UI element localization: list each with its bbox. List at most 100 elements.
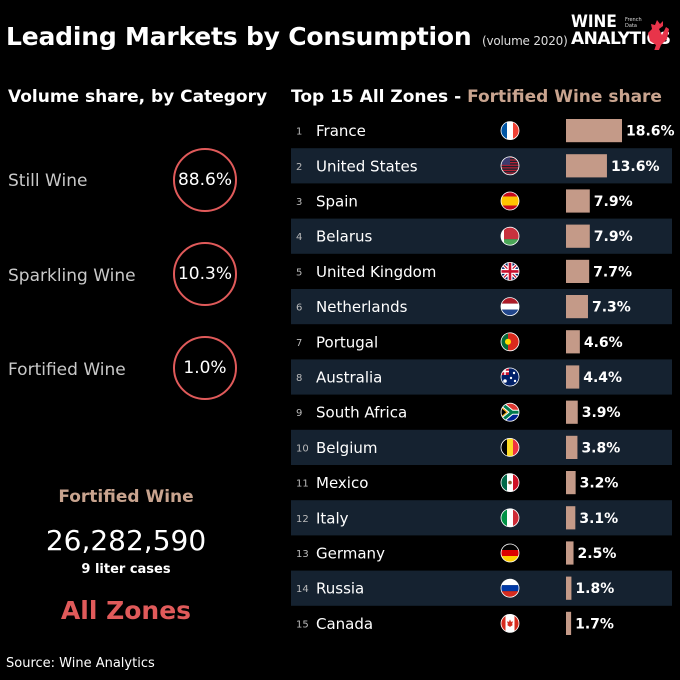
- chart-row: 7 Portugal 4.6%: [296, 330, 623, 354]
- summary-unit: 9 liter cases: [81, 562, 171, 577]
- bar: [566, 365, 580, 389]
- chart-row: 2 United States 13.6%: [291, 148, 672, 184]
- bar: [566, 330, 580, 354]
- top15-bar-chart: 1 France 18.6% 2 United States 13.6% 3 Spain 7.9…: [291, 119, 675, 635]
- bar: [566, 295, 588, 319]
- russia-flag-icon: [500, 578, 520, 598]
- share-value: 1.0%: [183, 358, 227, 378]
- value-label: 2.5%: [578, 546, 617, 562]
- value-label: 3.8%: [581, 440, 620, 456]
- value-label: 3.1%: [579, 511, 618, 527]
- chart-row: 5 United Kingdom 7.7%: [296, 259, 632, 283]
- chart-row: 6 Netherlands 7.3%: [291, 289, 672, 325]
- row-band: [291, 570, 672, 606]
- france-flag-icon: [500, 121, 520, 141]
- chart-row: 1 France 18.6%: [296, 119, 675, 143]
- rank-label: 1: [296, 127, 302, 138]
- bar: [566, 541, 574, 565]
- row-band: [291, 500, 672, 536]
- country-label: Netherlands: [316, 298, 408, 316]
- value-label: 7.9%: [594, 229, 633, 245]
- value-label: 13.6%: [611, 159, 660, 175]
- rank-label: 11: [296, 479, 309, 490]
- page-title: Leading Markets by Consumption (volume 2…: [6, 22, 568, 51]
- category-label-fortified: Fortified Wine: [8, 360, 126, 380]
- value-label: 18.6%: [626, 124, 675, 140]
- chart-row: 10 Belgium 3.8%: [291, 429, 672, 465]
- rank-label: 10: [296, 443, 309, 454]
- rooster-icon: [648, 20, 669, 50]
- row-band: [291, 218, 672, 254]
- row-band: [291, 289, 672, 325]
- rank-label: 6: [296, 303, 302, 314]
- country-label: Australia: [316, 369, 382, 387]
- summary-volume: 26,282,590: [45, 524, 207, 557]
- chart-row: 13 Germany 2.5%: [296, 541, 617, 565]
- rank-label: 9: [296, 408, 302, 419]
- belgium-flag-icon: [500, 437, 520, 457]
- mexico-flag-icon: [500, 473, 520, 493]
- value-label: 3.2%: [580, 476, 619, 492]
- country-label: South Africa: [316, 404, 407, 422]
- chart-row: 3 Spain 7.9%: [296, 189, 633, 213]
- bar: [566, 224, 590, 248]
- rank-label: 2: [296, 162, 302, 173]
- row-band: [291, 359, 672, 395]
- value-label: 7.7%: [593, 264, 632, 280]
- value-label: 7.3%: [592, 300, 631, 316]
- rank-label: 12: [296, 514, 309, 525]
- south-africa-flag-icon: [500, 402, 520, 422]
- row-band: [291, 148, 672, 184]
- rank-label: 13: [296, 549, 309, 560]
- country-label: Russia: [316, 580, 364, 598]
- bar: [566, 471, 576, 495]
- rank-label: 5: [296, 267, 302, 278]
- value-label: 4.6%: [584, 335, 623, 351]
- share-circle-fortified: 1.0%: [173, 336, 237, 400]
- chart-row: 14 Russia 1.8%: [291, 570, 672, 606]
- top15-heading-accent: Fortified Wine share: [467, 87, 662, 107]
- country-label: Canada: [316, 615, 373, 633]
- share-circle-sparkling: 10.3%: [173, 242, 237, 306]
- country-label: Italy: [316, 509, 349, 527]
- country-label: United Kingdom: [316, 263, 436, 281]
- share-value: 88.6%: [177, 170, 232, 190]
- bar: [566, 435, 578, 459]
- top15-heading-text: Top 15 All Zones -: [291, 87, 468, 107]
- category-share-heading: Volume share, by Category: [8, 87, 268, 107]
- category-label-sparkling: Sparkling Wine: [8, 266, 136, 286]
- chart-row: 8 Australia 4.4%: [291, 359, 672, 395]
- bar: [566, 154, 607, 178]
- value-label: 3.9%: [582, 405, 621, 421]
- rank-label: 3: [296, 197, 302, 208]
- bar: [566, 576, 572, 600]
- rank-label: 4: [296, 232, 302, 243]
- chart-row: 15 Canada 1.7%: [296, 611, 614, 635]
- category-label-still: Still Wine: [8, 171, 88, 191]
- bar: [566, 119, 622, 143]
- value-label: 1.8%: [575, 581, 614, 597]
- summary-zone: All Zones: [60, 596, 192, 625]
- title-text: Leading Markets by Consumption: [6, 22, 472, 51]
- share-circle-still: 88.6%: [173, 148, 237, 212]
- logo-line-2: ANALYTICS: [571, 29, 671, 49]
- rank-label: 8: [296, 373, 302, 384]
- country-label: Belarus: [316, 228, 373, 246]
- australia-flag-icon: [500, 367, 520, 387]
- source-note: Source: Wine Analytics: [6, 656, 155, 671]
- value-label: 4.4%: [583, 370, 622, 386]
- portugal-flag-icon: [500, 332, 520, 352]
- bar: [566, 259, 590, 283]
- germany-flag-icon: [500, 543, 520, 563]
- rank-label: 15: [296, 619, 309, 630]
- value-label: 7.9%: [594, 194, 633, 210]
- country-label: Belgium: [316, 439, 378, 457]
- belarus-flag-icon: [500, 226, 520, 246]
- logo-line-1: WINE: [571, 12, 617, 32]
- title-subtitle: (volume 2020): [482, 34, 568, 48]
- wine-analytics-logo: WINE ANALYTICS French Data: [571, 14, 671, 54]
- country-label: Germany: [316, 545, 385, 563]
- country-label: United States: [316, 157, 418, 175]
- chart-row: 9 South Africa 3.9%: [296, 400, 621, 424]
- united-states-flag-icon: [500, 156, 520, 176]
